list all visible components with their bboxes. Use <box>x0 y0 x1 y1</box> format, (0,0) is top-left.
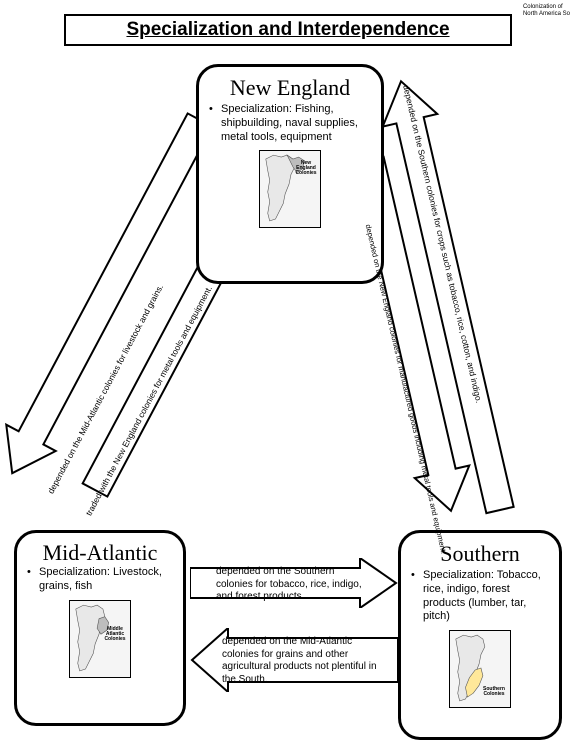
region-body-mid-atlantic: • Specialization: Livestock, grains, fis… <box>27 566 173 594</box>
region-mid-atlantic: Mid-Atlantic • Specialization: Livestock… <box>14 530 186 726</box>
region-title-mid-atlantic: Mid-Atlantic <box>27 541 173 564</box>
bullet-label: Specialization: <box>39 566 110 578</box>
region-title-new-england: New England <box>209 75 371 101</box>
map-label: Middle Atlantic Colonies <box>100 627 130 642</box>
map-label: Southern Colonies <box>478 687 510 697</box>
bullet-icon: • <box>209 103 221 144</box>
region-southern: Southern • Specialization: Tobacco, rice… <box>398 530 562 740</box>
arrow-label-so-to-ma: depended on the Mid-Atlantic colonies fo… <box>222 636 378 686</box>
region-new-england: New England • Specialization: Fishing, s… <box>196 64 384 284</box>
bullet-icon: • <box>27 566 39 594</box>
map-mid-atlantic: Middle Atlantic Colonies <box>69 600 131 678</box>
bullet-label: Specialization: <box>423 569 494 581</box>
region-body-southern: • Specialization: Tobacco, rice, indigo,… <box>411 569 549 624</box>
page-title: Specialization and Interdependence <box>126 19 449 41</box>
bullet-label: Specialization: <box>221 103 292 115</box>
title-box: Specialization and Interdependence <box>64 14 512 46</box>
bullet-icon: • <box>411 569 423 624</box>
map-new-england: New England Colonies <box>259 150 321 228</box>
region-body-new-england: • Specialization: Fishing, shipbuilding,… <box>209 103 371 144</box>
map-southern: Southern Colonies <box>449 630 511 708</box>
region-title-southern: Southern <box>411 541 549 567</box>
arrow-label-ma-to-so: depended on the Southern colonies for to… <box>216 566 366 604</box>
map-label: New England Colonies <box>292 161 320 176</box>
